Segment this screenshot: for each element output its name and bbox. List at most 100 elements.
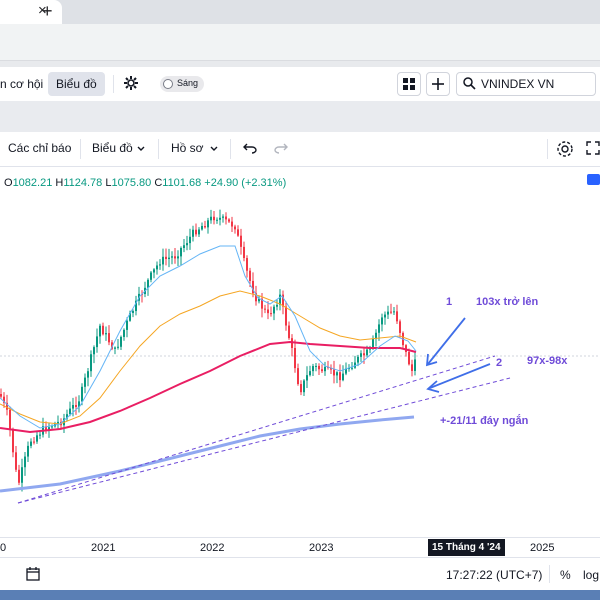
candle-body: [288, 325, 290, 339]
profile-button[interactable]: Hồ sơ: [171, 141, 204, 155]
candle-body: [78, 401, 80, 408]
candle-body: [174, 256, 176, 259]
clock[interactable]: 17:27:22 (UTC+7): [446, 568, 543, 582]
divider: [549, 565, 550, 583]
plus-icon: [432, 78, 444, 90]
divider: [113, 75, 114, 93]
candle-body: [297, 368, 299, 385]
chart-type-button[interactable]: Biểu đồ: [92, 141, 133, 155]
candle-body: [12, 429, 14, 453]
candle-body: [213, 216, 215, 221]
symbol-search[interactable]: VNINDEX VN: [456, 72, 596, 96]
calendar-icon[interactable]: [26, 567, 40, 581]
candle-body: [189, 236, 191, 244]
layout-button[interactable]: [397, 72, 421, 96]
annotation-target-2: 97x-98x: [527, 355, 568, 367]
candle-body: [396, 311, 398, 322]
browser-tab[interactable]: ×: [0, 0, 62, 24]
candle-body: [207, 220, 209, 228]
candle-body: [93, 347, 95, 355]
candle-body: [339, 372, 341, 381]
theme-toggle[interactable]: Sáng: [160, 76, 204, 92]
candle-body: [150, 272, 152, 280]
candle-body: [312, 366, 314, 372]
browser-tab-bar: × +: [0, 0, 600, 24]
chevron-down-icon: [210, 146, 218, 151]
candle-body: [147, 279, 149, 288]
close-tab-icon[interactable]: ×: [38, 2, 47, 19]
candle-body: [96, 336, 98, 348]
candle-body: [294, 347, 296, 369]
percent-scale-button[interactable]: %: [560, 568, 571, 582]
tab-fundamentals[interactable]: n cơ hội: [0, 77, 44, 91]
candle-body: [240, 235, 242, 247]
open-value: 1082.21: [12, 177, 53, 189]
settings-icon[interactable]: [556, 140, 574, 158]
high-label: H: [55, 177, 64, 189]
candle-body: [159, 264, 161, 266]
annotation-note: +-21/11 đáy ngắn: [440, 415, 529, 427]
layout-icon: [403, 78, 415, 90]
candle-body: [198, 229, 200, 235]
gear-icon[interactable]: [123, 75, 139, 91]
candle-body: [219, 217, 221, 220]
low-value: 1075.80: [111, 177, 152, 189]
search-icon: [463, 77, 476, 90]
candle-body: [237, 229, 239, 236]
redo-icon[interactable]: [274, 142, 288, 154]
candle-body: [360, 353, 362, 357]
candle-body: [318, 365, 320, 370]
candle-body: [246, 258, 248, 271]
candle-body: [57, 421, 59, 424]
candle-body: [0, 394, 2, 397]
ohlc-legend: O1082.21 H1124.78 L1075.80 C1101.68 +24.…: [4, 177, 286, 189]
price-chart[interactable]: [0, 166, 600, 537]
indicators-button[interactable]: Các chỉ báo: [8, 141, 72, 155]
candle-body: [303, 380, 305, 393]
arrow-2-head: [426, 380, 440, 393]
candle-body: [108, 333, 110, 343]
candle-body: [45, 426, 47, 431]
chart-toolbar: Các chỉ báo Biểu đồ Hồ sơ: [0, 132, 600, 167]
candle-body: [162, 256, 164, 265]
log-scale-button[interactable]: log: [583, 568, 600, 582]
candle-body: [99, 325, 101, 337]
annotation-target-1: 103x trở lên: [476, 296, 539, 308]
candle-body: [135, 300, 137, 312]
browser-address-bar[interactable]: [0, 24, 600, 61]
candle-body: [279, 294, 281, 305]
fullscreen-icon[interactable]: [586, 141, 600, 155]
candle-body: [258, 298, 260, 302]
candle-body: [315, 365, 317, 367]
candle-body: [393, 311, 395, 313]
add-symbol-button[interactable]: [426, 72, 450, 96]
candle-body: [249, 270, 251, 281]
candle-body: [114, 347, 116, 349]
candle-body: [228, 219, 230, 222]
divider: [158, 139, 159, 159]
candle-body: [84, 377, 86, 387]
new-tab-icon[interactable]: +: [42, 1, 53, 21]
candle-body: [273, 306, 275, 314]
candle-body: [48, 427, 50, 431]
candle-body: [156, 265, 158, 270]
high-value: 1124.78: [63, 177, 103, 189]
undo-icon[interactable]: [243, 142, 257, 154]
theme-toggle-label: Sáng: [177, 78, 199, 88]
candle-body: [123, 329, 125, 337]
candle-body: [375, 332, 377, 339]
taskbar: [0, 590, 600, 600]
candle-body: [90, 354, 92, 372]
candle-body: [225, 216, 227, 220]
candle-body: [201, 225, 203, 230]
candle-body: [216, 219, 218, 221]
candle-body: [36, 435, 38, 442]
candle-body: [333, 369, 335, 376]
candle-body: [345, 368, 347, 374]
tab-chart[interactable]: Biểu đồ: [48, 72, 105, 96]
candle-body: [321, 369, 323, 372]
candle-body: [204, 225, 206, 228]
candle-body: [210, 216, 212, 221]
time-axis[interactable]: 0 2021 2022 2023 2025 15 Tháng 4 '24: [0, 537, 600, 558]
scale-badge[interactable]: [587, 174, 600, 185]
